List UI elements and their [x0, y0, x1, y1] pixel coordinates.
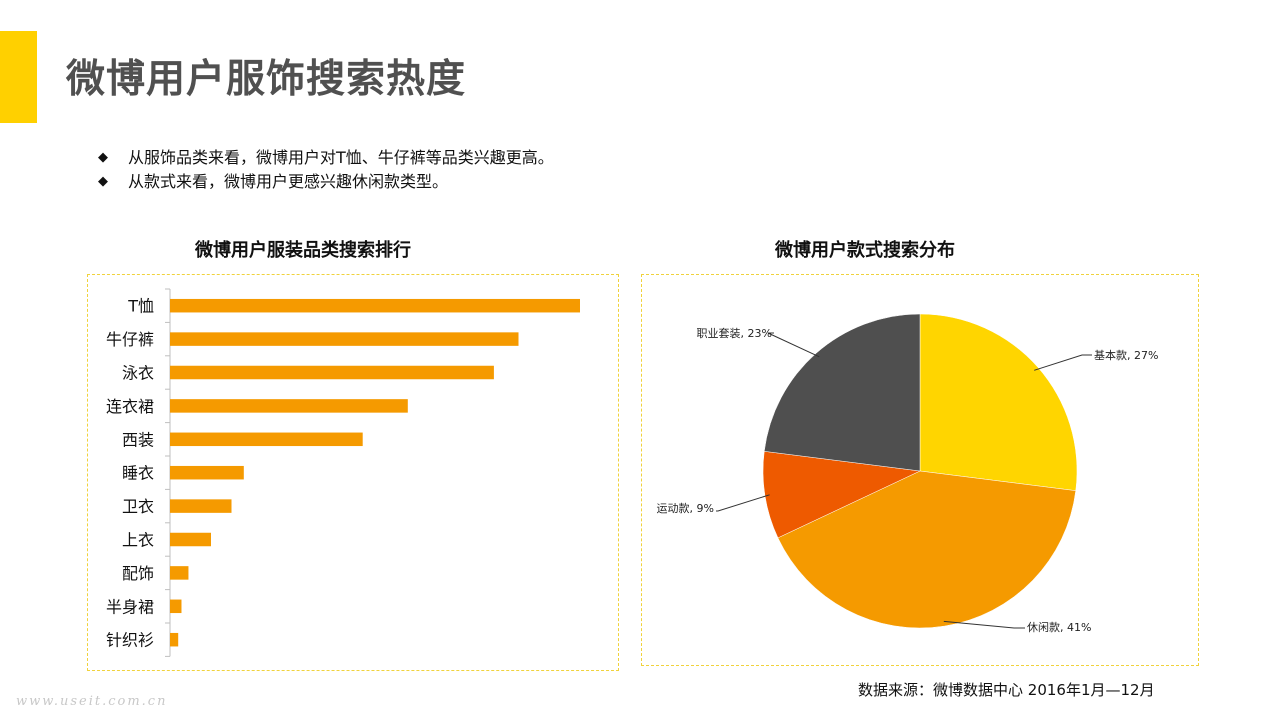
bar-category-label: 针织衫	[106, 631, 154, 650]
data-source-note: 数据来源：微博数据中心 2016年1月—12月	[858, 681, 1155, 699]
bullet-item: ◆ 从款式来看，微博用户更感兴趣休闲款类型。	[98, 170, 554, 194]
pie-chart: 基本款, 27% 休闲款, 41% 运动款, 9% 职业套装, 23%	[657, 313, 1158, 634]
title-accent-bar	[0, 31, 37, 123]
bar-category-label: 连衣裙	[106, 397, 154, 416]
bar-chart-title: 微博用户服装品类搜索排行	[195, 240, 411, 261]
bar-category-label: 西装	[122, 430, 154, 449]
bar-4	[170, 432, 363, 447]
pie-slice-label: 运动款, 9%	[657, 501, 714, 515]
bullet-text: 从款式来看，微博用户更感兴趣休闲款类型。	[128, 172, 449, 191]
pie-slice-label: 职业套装, 23%	[697, 327, 772, 340]
pie-slice-3	[763, 313, 921, 472]
bar-3	[170, 399, 408, 413]
bar-5	[170, 465, 244, 480]
watermark: www.useit.com.cn	[16, 694, 168, 709]
pie-leader-line	[943, 620, 1025, 629]
bar-category-label: 上衣	[122, 531, 154, 550]
diamond-icon: ◆	[98, 150, 108, 165]
bullet-item: ◆ 从服饰品类来看，微博用户对T恤、牛仔裤等品类兴趣更高。	[98, 146, 554, 170]
page-title: 微博用户服饰搜索热度	[66, 57, 467, 102]
bar-category-label: T恤	[127, 297, 154, 316]
bar-9	[170, 599, 182, 614]
pie-slice-label: 基本款, 27%	[1094, 348, 1158, 362]
bar-10	[170, 632, 179, 647]
pie-slice-label: 休闲款, 41%	[1027, 620, 1091, 634]
pie-slice-2	[762, 451, 921, 539]
bar-category-label: 半身裙	[106, 597, 154, 616]
pie-leader-line	[767, 332, 820, 358]
summary-bullets: ◆ 从服饰品类来看，微博用户对T恤、牛仔裤等品类兴趣更高。 ◆ 从款式来看，微博…	[98, 146, 554, 194]
bar-category-label: 睡衣	[122, 464, 154, 483]
bullet-text: 从服饰品类来看，微博用户对T恤、牛仔裤等品类兴趣更高。	[128, 148, 554, 167]
bar-category-label: 牛仔裤	[106, 330, 154, 349]
pie-slice-1	[777, 470, 1077, 629]
pie-leader-line	[1034, 354, 1092, 371]
pie-slice-0	[919, 313, 1078, 491]
bar-category-label: 配饰	[122, 564, 154, 583]
pie-chart-title: 微博用户款式搜索分布	[775, 240, 955, 261]
pie-chart-frame: 基本款, 27% 休闲款, 41% 运动款, 9% 职业套装, 23%	[641, 274, 1199, 666]
bar-8	[170, 566, 189, 580]
bar-chart-frame: T恤牛仔裤泳衣连衣裙西装睡衣卫衣上衣配饰半身裙针织衫	[87, 274, 619, 671]
diamond-icon: ◆	[98, 174, 108, 189]
bar-category-label: 卫衣	[122, 497, 154, 516]
bar-0	[170, 298, 580, 313]
bar-category-label: 泳衣	[122, 364, 154, 383]
bar-7	[170, 532, 211, 547]
bar-1	[170, 332, 519, 346]
bar-6	[170, 499, 232, 513]
bar-2	[170, 365, 494, 380]
pie-leader-line	[716, 494, 770, 512]
